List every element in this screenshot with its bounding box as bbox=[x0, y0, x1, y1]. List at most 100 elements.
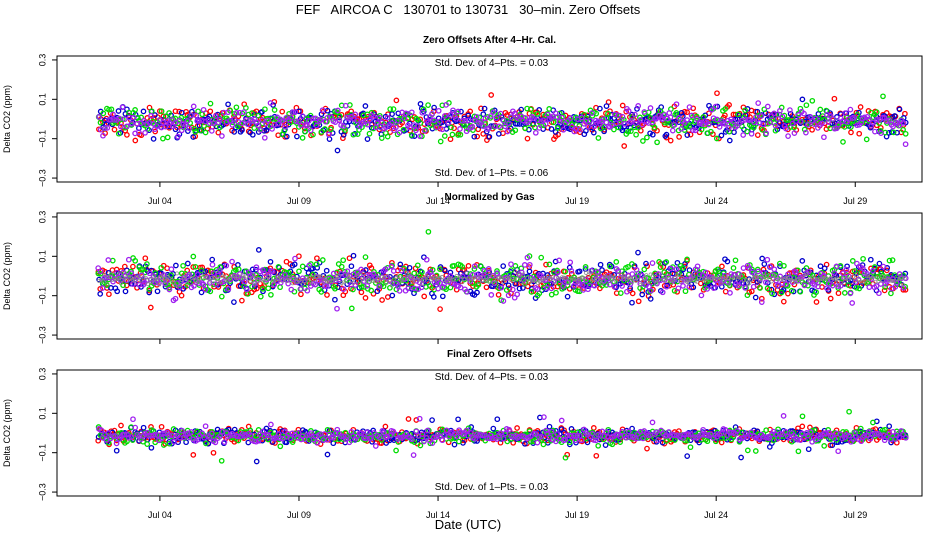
data-point bbox=[769, 279, 774, 284]
data-point bbox=[189, 276, 194, 280]
data-point bbox=[866, 116, 872, 123]
data-point bbox=[869, 119, 876, 126]
data-point bbox=[190, 264, 197, 270]
data-point bbox=[190, 253, 197, 260]
data-point bbox=[680, 276, 685, 280]
data-point bbox=[153, 123, 160, 129]
data-point bbox=[171, 280, 176, 285]
data-point bbox=[495, 131, 502, 137]
data-point bbox=[521, 262, 528, 268]
data-point bbox=[606, 275, 611, 280]
data-point bbox=[425, 102, 431, 108]
data-point bbox=[661, 277, 668, 283]
data-point bbox=[334, 107, 341, 114]
data-point bbox=[583, 127, 589, 134]
data-point bbox=[759, 126, 766, 133]
panel-3-frame bbox=[56, 369, 923, 497]
data-point bbox=[296, 268, 302, 275]
data-point bbox=[464, 289, 470, 295]
data-point bbox=[172, 295, 179, 302]
data-point bbox=[725, 275, 730, 280]
data-point bbox=[496, 123, 502, 130]
data-point bbox=[629, 117, 635, 124]
data-point bbox=[635, 124, 641, 131]
data-point bbox=[851, 274, 856, 279]
data-point bbox=[625, 128, 632, 135]
data-point bbox=[589, 110, 595, 116]
data-point bbox=[450, 107, 456, 114]
data-point bbox=[186, 125, 193, 132]
data-point bbox=[140, 424, 147, 431]
data-point bbox=[304, 276, 309, 281]
data-point bbox=[540, 284, 547, 291]
data-point bbox=[208, 128, 215, 134]
data-point bbox=[275, 264, 282, 270]
data-point bbox=[408, 132, 415, 138]
data-point bbox=[257, 293, 264, 300]
data-point bbox=[382, 266, 389, 273]
data-point bbox=[113, 277, 118, 282]
data-point bbox=[664, 115, 671, 122]
data-point bbox=[771, 266, 778, 273]
data-point bbox=[882, 284, 888, 290]
data-point bbox=[469, 124, 476, 130]
data-point bbox=[474, 289, 480, 296]
data-point bbox=[206, 120, 213, 127]
data-point bbox=[426, 282, 433, 289]
data-point bbox=[669, 127, 676, 134]
data-point bbox=[603, 282, 610, 288]
data-point bbox=[821, 272, 827, 279]
data-point bbox=[448, 124, 454, 131]
data-point bbox=[857, 425, 864, 432]
data-point bbox=[502, 277, 507, 281]
y-tick-label: −0.1 bbox=[37, 444, 47, 462]
data-point bbox=[358, 289, 365, 296]
data-point bbox=[592, 117, 599, 124]
data-point bbox=[393, 447, 399, 454]
data-point bbox=[704, 438, 711, 445]
data-point bbox=[445, 120, 452, 126]
data-point bbox=[525, 275, 529, 280]
data-point bbox=[801, 282, 808, 289]
data-point bbox=[665, 274, 672, 281]
data-point bbox=[269, 126, 275, 132]
data-point bbox=[447, 136, 454, 143]
data-point bbox=[253, 458, 260, 465]
data-point bbox=[455, 416, 461, 423]
data-point bbox=[886, 423, 893, 430]
data-point bbox=[114, 288, 121, 295]
data-point bbox=[180, 262, 186, 269]
data-point bbox=[714, 266, 721, 273]
data-point bbox=[115, 276, 120, 281]
data-point bbox=[105, 430, 112, 436]
data-point bbox=[113, 440, 120, 447]
data-point bbox=[238, 120, 245, 127]
data-point bbox=[656, 278, 661, 283]
data-point bbox=[585, 123, 592, 130]
data-point bbox=[117, 275, 122, 280]
data-point bbox=[474, 133, 481, 140]
data-point bbox=[556, 280, 563, 287]
data-point bbox=[244, 121, 251, 128]
data-point bbox=[457, 131, 464, 138]
data-point bbox=[321, 279, 326, 284]
data-point bbox=[142, 255, 149, 262]
data-point bbox=[678, 279, 683, 284]
data-point bbox=[742, 284, 748, 291]
data-point bbox=[293, 118, 300, 125]
data-point bbox=[624, 276, 629, 281]
data-point bbox=[880, 278, 885, 283]
data-point bbox=[138, 266, 144, 273]
data-point bbox=[400, 126, 407, 133]
data-point bbox=[423, 256, 430, 263]
data-point bbox=[775, 282, 781, 289]
data-point bbox=[155, 277, 160, 282]
data-point bbox=[494, 416, 501, 423]
data-point bbox=[110, 111, 116, 118]
data-point bbox=[494, 268, 500, 274]
data-point bbox=[640, 279, 645, 284]
data-point bbox=[204, 274, 211, 280]
data-point bbox=[337, 273, 342, 278]
data-point bbox=[752, 448, 759, 454]
data-point bbox=[851, 268, 858, 274]
